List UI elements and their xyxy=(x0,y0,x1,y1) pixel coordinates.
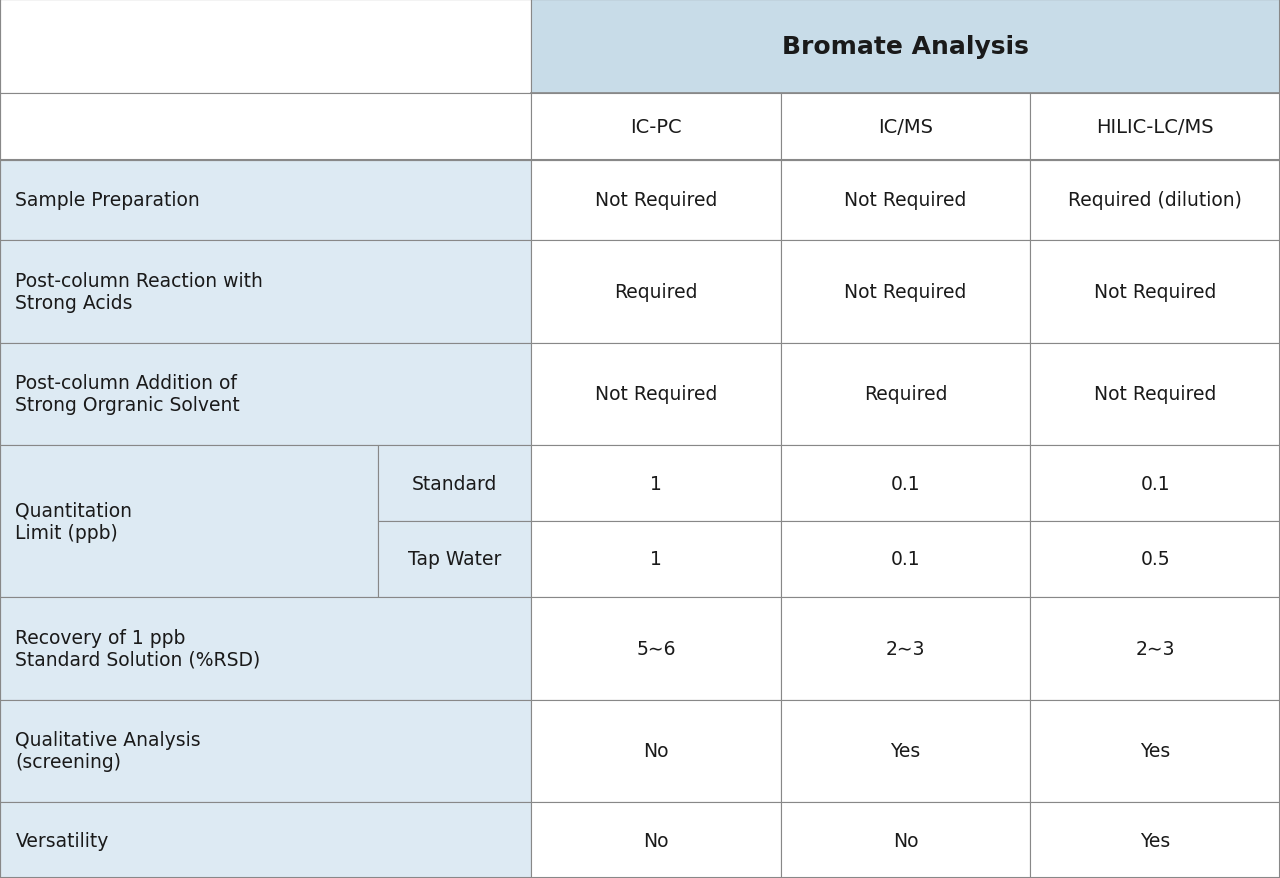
Text: 1: 1 xyxy=(650,474,662,493)
Text: 1: 1 xyxy=(650,550,662,569)
Bar xyxy=(531,700,781,802)
Text: Standard: Standard xyxy=(412,474,497,493)
Text: Recovery of 1 ppb
Standard Solution (%RSD): Recovery of 1 ppb Standard Solution (%RS… xyxy=(15,628,261,669)
Bar xyxy=(1030,802,1280,878)
Text: HILIC-LC/MS: HILIC-LC/MS xyxy=(1097,118,1213,136)
Bar xyxy=(378,522,531,597)
Text: 0.1: 0.1 xyxy=(1140,474,1170,493)
Text: 2∼3: 2∼3 xyxy=(1135,639,1175,658)
Text: Not Required: Not Required xyxy=(845,283,966,301)
Text: Not Required: Not Required xyxy=(1094,283,1216,301)
Bar xyxy=(0,0,531,94)
Text: IC-PC: IC-PC xyxy=(630,118,682,136)
Bar xyxy=(0,161,531,241)
Text: IC/MS: IC/MS xyxy=(878,118,933,136)
Text: Versatility: Versatility xyxy=(15,831,109,850)
Bar xyxy=(781,343,1030,446)
Bar xyxy=(781,700,1030,802)
Bar xyxy=(531,94,781,161)
Text: Required: Required xyxy=(864,385,947,404)
Text: Post-column Addition of
Strong Orgranic Solvent: Post-column Addition of Strong Orgranic … xyxy=(15,374,241,415)
Text: Required (dilution): Required (dilution) xyxy=(1069,191,1242,210)
Bar xyxy=(1030,597,1280,700)
Text: 0.1: 0.1 xyxy=(891,474,920,493)
Bar xyxy=(781,802,1030,878)
Text: 2∼3: 2∼3 xyxy=(886,639,925,658)
Bar xyxy=(531,161,781,241)
Bar xyxy=(1030,241,1280,343)
Text: Yes: Yes xyxy=(1140,742,1170,760)
Text: No: No xyxy=(893,831,918,850)
Bar xyxy=(531,0,1280,94)
Bar xyxy=(531,241,781,343)
Bar xyxy=(781,522,1030,597)
Text: Required: Required xyxy=(614,283,698,301)
Bar xyxy=(0,343,531,446)
Bar xyxy=(1030,522,1280,597)
Bar xyxy=(781,94,1030,161)
Bar xyxy=(1030,161,1280,241)
Bar xyxy=(531,597,781,700)
Bar xyxy=(781,597,1030,700)
Text: Not Required: Not Required xyxy=(595,191,717,210)
Text: 0.1: 0.1 xyxy=(891,550,920,569)
Bar xyxy=(781,241,1030,343)
Bar xyxy=(0,802,531,878)
Bar xyxy=(0,597,531,700)
Text: 5∼6: 5∼6 xyxy=(636,639,676,658)
Text: Not Required: Not Required xyxy=(595,385,717,404)
Text: Qualitative Analysis
(screening): Qualitative Analysis (screening) xyxy=(15,730,201,772)
Bar xyxy=(1030,700,1280,802)
Text: No: No xyxy=(644,742,668,760)
Bar xyxy=(1030,94,1280,161)
Bar xyxy=(531,343,781,446)
Bar xyxy=(781,161,1030,241)
Bar xyxy=(1030,343,1280,446)
Bar xyxy=(781,446,1030,522)
Bar xyxy=(531,522,781,597)
Text: Quantitation
Limit (ppb): Quantitation Limit (ppb) xyxy=(15,501,132,542)
Bar xyxy=(0,241,531,343)
Bar xyxy=(531,802,781,878)
Text: Yes: Yes xyxy=(891,742,920,760)
Bar xyxy=(531,446,781,522)
Text: Tap Water: Tap Water xyxy=(408,550,500,569)
Text: 0.5: 0.5 xyxy=(1140,550,1170,569)
Text: Yes: Yes xyxy=(1140,831,1170,850)
Text: Sample Preparation: Sample Preparation xyxy=(15,191,200,210)
Text: Not Required: Not Required xyxy=(1094,385,1216,404)
Text: No: No xyxy=(644,831,668,850)
Bar xyxy=(0,446,378,597)
Bar xyxy=(0,700,531,802)
Bar xyxy=(378,446,531,522)
Bar xyxy=(1030,446,1280,522)
Text: Not Required: Not Required xyxy=(845,191,966,210)
Text: Bromate Analysis: Bromate Analysis xyxy=(782,35,1029,59)
Text: Post-column Reaction with
Strong Acids: Post-column Reaction with Strong Acids xyxy=(15,271,264,313)
Bar xyxy=(0,94,531,161)
